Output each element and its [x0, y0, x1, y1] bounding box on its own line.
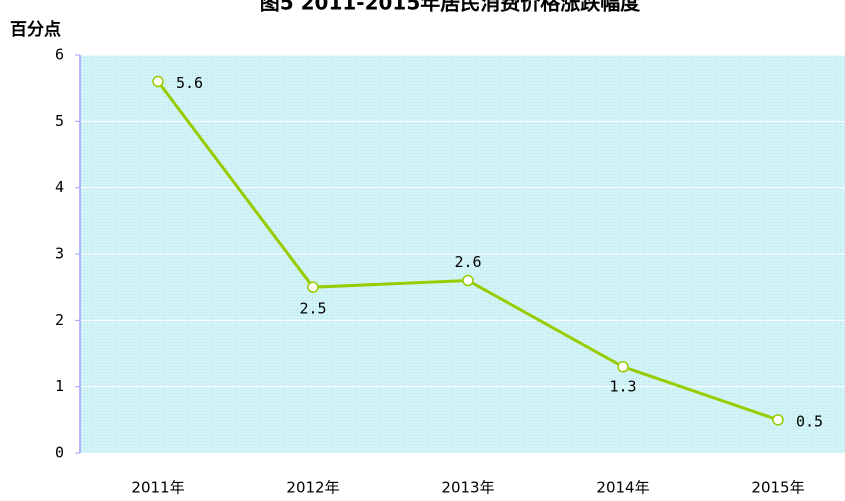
x-tick-label: 2011年	[131, 479, 184, 497]
y-axis-label: 百分点	[10, 19, 61, 40]
y-tick-label: 3	[55, 245, 64, 263]
y-tick-label: 0	[55, 444, 64, 462]
data-label: 5.6	[176, 74, 203, 92]
chart-title: 图5 2011-2015年居民消费价格涨跌幅度	[260, 0, 642, 15]
y-tick-label: 4	[55, 178, 64, 196]
point	[772, 414, 784, 426]
y-tick-label: 1	[55, 377, 64, 395]
y-tick-label: 2	[55, 311, 64, 329]
point	[152, 75, 164, 88]
x-tick-label: 2015年	[751, 479, 804, 497]
x-tick-label: 2013年	[441, 479, 494, 497]
data-label: 2.5	[299, 300, 326, 318]
y-tick-label: 6	[55, 46, 64, 64]
data-label: 2.6	[454, 253, 481, 271]
data-label: 1.3	[609, 377, 636, 395]
point	[617, 361, 629, 373]
x-tick-label: 2012年	[286, 479, 339, 497]
point	[462, 274, 474, 287]
data-label: 0.5	[796, 412, 823, 430]
x-tick-label: 2014年	[596, 479, 649, 497]
y-tick-label: 5	[55, 112, 64, 130]
point	[307, 281, 319, 293]
